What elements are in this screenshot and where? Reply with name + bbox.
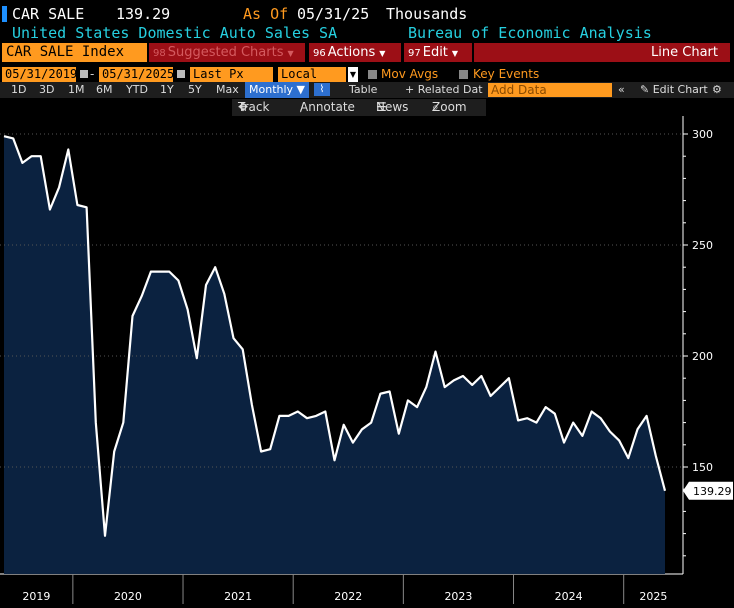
- key-events-label: Key Events: [473, 67, 540, 81]
- security-marker: [2, 6, 7, 22]
- crosshair-icon: ✥: [238, 100, 249, 114]
- x-tick-label: 2019: [22, 590, 50, 603]
- y-tick-label: 300: [692, 128, 713, 141]
- start-date-input[interactable]: 05/31/2019: [2, 67, 77, 82]
- x-tick-label: 2024: [555, 590, 583, 603]
- chevron-down-icon: ▼: [379, 49, 386, 58]
- chevron-down-icon: ▼: [296, 83, 306, 96]
- pencil-icon: ✎: [640, 83, 653, 96]
- zoom-icon: ⌕: [432, 100, 439, 114]
- add-data-input[interactable]: Add Data: [488, 83, 612, 97]
- period-6m-button[interactable]: 6M: [96, 83, 113, 96]
- line-chart[interactable]: 150 200 250 300 2019 2020 2021 2022 2023 2024 2025…: [0, 116, 734, 606]
- x-tick-label: 2023: [444, 590, 472, 603]
- x-tick-label: 2020: [114, 590, 142, 603]
- last-price: 139.29: [116, 5, 171, 23]
- last-value-label: 139.29: [693, 485, 732, 498]
- x-tick-label: 2022: [334, 590, 362, 603]
- mov-avgs-checkbox[interactable]: [368, 70, 377, 79]
- period-max-button[interactable]: Max: [216, 83, 239, 96]
- calendar-icon[interactable]: [80, 70, 88, 78]
- edit-chart-button[interactable]: ✎ Edit Chart: [640, 82, 708, 98]
- period-1y-button[interactable]: 1Y: [160, 83, 174, 96]
- annotate-icon: ∕: [300, 100, 305, 114]
- period-ytd-button[interactable]: YTD: [126, 83, 148, 96]
- security-header: CAR SALE 139.29 As Of 05/31/25 Thousands: [0, 4, 734, 24]
- actions-menu[interactable]: 96 Actions ▼: [309, 43, 401, 62]
- edit-menu[interactable]: 97 Edit ▼: [404, 43, 472, 62]
- annotate-label: Annotate: [300, 100, 355, 114]
- plus-icon: +: [405, 83, 418, 96]
- period-3d-button[interactable]: 3D: [39, 83, 55, 96]
- line-chart-icon[interactable]: ⌇: [314, 83, 330, 96]
- last-value-badge: 139.29: [683, 481, 733, 500]
- date-range-row: 05/31/2019 - 05/31/2025 Last Px Local CC…: [0, 66, 734, 96]
- suggested-charts-number: 98: [153, 48, 166, 59]
- field-select[interactable]: Last Px: [190, 67, 273, 82]
- as-of-label: As Of: [243, 5, 289, 23]
- table-button[interactable]: Table: [349, 83, 378, 96]
- security-description-row: United States Domestic Auto Sales SA Bur…: [0, 23, 734, 43]
- main-toolbar: CAR SALE Index 98 Suggested Charts ▼ 96 Act…: [0, 43, 734, 62]
- as-of-date: 05/31/25: [297, 5, 370, 23]
- chevron-down-icon: ▼: [451, 49, 459, 58]
- security-field[interactable]: CAR SALE Index: [2, 43, 147, 62]
- security-description: United States Domestic Auto Sales SA: [12, 24, 338, 42]
- chevron-down-icon: ▼: [287, 49, 294, 58]
- edit-label: Edit: [422, 45, 448, 60]
- edit-number: 97: [408, 48, 421, 59]
- chart-type-label[interactable]: Line Chart: [474, 43, 730, 62]
- x-tick-label: 2021: [224, 590, 252, 603]
- related-data-label: Related Dat: [417, 83, 483, 96]
- mov-avgs-label: Mov Avgs: [381, 67, 439, 81]
- suggested-charts-menu[interactable]: 98 Suggested Charts ▼: [149, 43, 305, 62]
- period-1m-button[interactable]: 1M: [68, 83, 85, 96]
- series-line: [3, 135, 667, 537]
- currency-select[interactable]: Local CCY: [278, 67, 346, 96]
- data-source: Bureau of Economic Analysis: [408, 24, 652, 42]
- frequency-label: Monthly: [249, 83, 294, 96]
- related-data-button[interactable]: + Related Dat: [405, 82, 483, 98]
- edit-chart-label: Edit Chart: [652, 83, 708, 96]
- gear-icon[interactable]: ⚙: [712, 83, 722, 96]
- suggested-charts-label: Suggested Charts: [167, 45, 284, 60]
- chart-tools-bar: ✥ Track ∕ Annotate ☰ News ⌕ Zoom: [232, 99, 486, 116]
- key-events-checkbox[interactable]: [459, 70, 468, 79]
- ticker-label: CAR SALE: [12, 5, 85, 23]
- period-1d-button[interactable]: 1D: [11, 83, 27, 96]
- area-fill: [4, 136, 665, 574]
- calendar-icon[interactable]: [177, 70, 185, 78]
- news-label: News: [376, 100, 409, 114]
- date-range-separator: -: [90, 67, 95, 81]
- units-label: Thousands: [386, 5, 468, 23]
- period-5y-button[interactable]: 5Y: [188, 83, 202, 96]
- last-value-background: [683, 481, 733, 500]
- chevron-down-icon[interactable]: ▼: [348, 67, 358, 82]
- y-tick-label: 250: [692, 239, 713, 252]
- actions-number: 96: [313, 48, 326, 59]
- actions-label: Actions: [327, 45, 376, 60]
- end-date-input[interactable]: 05/31/2025: [99, 67, 174, 82]
- y-tick-label: 200: [692, 350, 713, 363]
- track-label: Track: [238, 100, 270, 114]
- x-tick-label: 2025: [639, 590, 667, 603]
- collapse-icon[interactable]: «: [618, 83, 625, 96]
- news-icon: ☰: [376, 100, 387, 114]
- period-toolbar: 1D 3D 1M 6M YTD 1Y 5Y Max Monthly ▼ ⌇ Ta…: [0, 82, 734, 98]
- frequency-select[interactable]: Monthly ▼: [245, 82, 310, 98]
- zoom-label: Zoom: [432, 100, 467, 114]
- y-tick-label: 150: [692, 461, 713, 474]
- chart-canvas: 150 200 250 300 2019 2020 2021 2022 2023 2024 2025…: [0, 116, 733, 604]
